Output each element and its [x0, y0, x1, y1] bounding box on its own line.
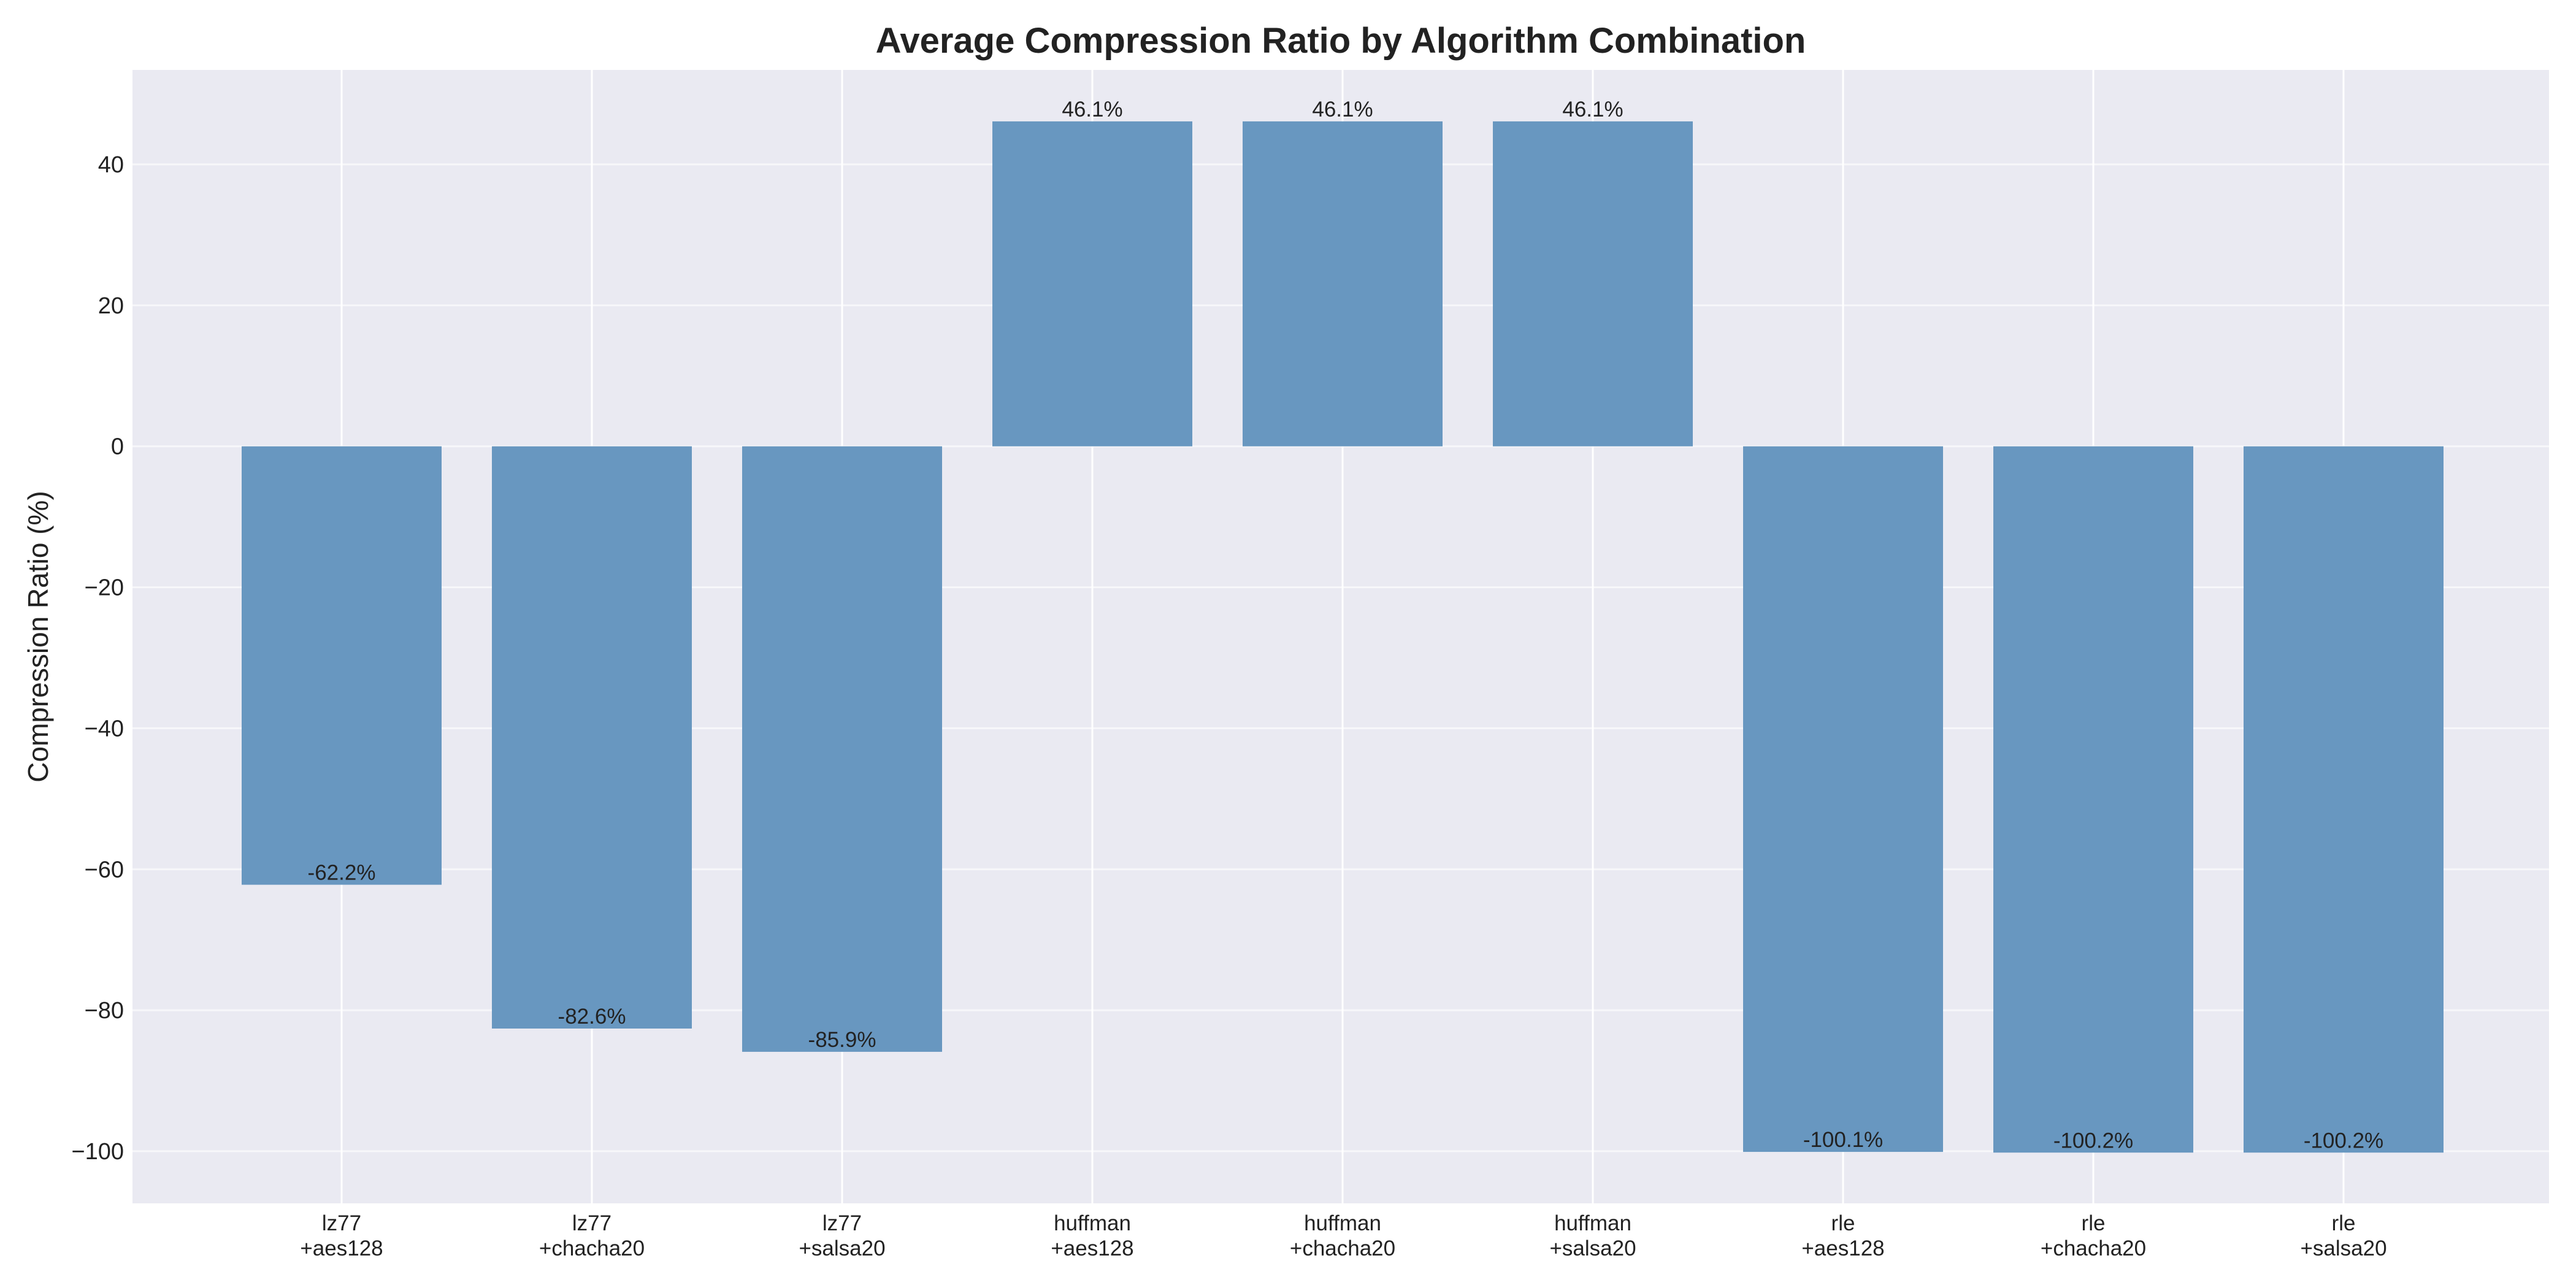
x-tick-label: huffman — [1554, 1211, 1631, 1235]
data-labels: -62.2% -82.6% -85.9% 46.1% 46.1% 46.1% -100.1%… — [308, 98, 2384, 1152]
bar — [742, 446, 942, 1052]
bar — [992, 121, 1192, 447]
data-label: -62.2% — [308, 861, 376, 885]
bar — [1493, 121, 1693, 447]
x-tick-label: +chacha20 — [1290, 1236, 1395, 1260]
y-axis-label: Compression Ratio (%) — [22, 491, 54, 782]
data-label: -100.2% — [2304, 1129, 2383, 1152]
data-label: 46.1% — [1062, 98, 1122, 121]
x-tick-label: lz77 — [572, 1211, 611, 1235]
data-label: -100.2% — [2053, 1129, 2133, 1152]
bar — [1993, 446, 2193, 1153]
chart-title: Average Compression Ratio by Algorithm C… — [876, 21, 1806, 61]
x-tick-label: +aes128 — [1801, 1236, 1884, 1260]
data-label: -85.9% — [808, 1028, 876, 1052]
bars — [242, 121, 2444, 1153]
data-label: 46.1% — [1562, 98, 1623, 121]
x-tick-label: lz77 — [322, 1211, 361, 1235]
x-tick-label: rle — [1831, 1211, 1855, 1235]
x-tick-label: huffman — [1304, 1211, 1381, 1235]
bar — [242, 446, 442, 885]
x-tick-label: +aes128 — [1051, 1236, 1133, 1260]
bar — [1743, 446, 1943, 1152]
x-tick-label: rle — [2082, 1211, 2106, 1235]
y-tick-label: −100 — [71, 1139, 124, 1165]
y-tick-label: −40 — [85, 716, 124, 742]
x-tick-label: +salsa20 — [2300, 1236, 2386, 1260]
y-tick-label: 0 — [111, 434, 124, 460]
bar — [2244, 446, 2444, 1153]
x-axis-ticks: lz77+aes128lz77+chacha20lz77+salsa20huff… — [300, 1211, 2386, 1260]
x-tick-label: +chacha20 — [539, 1236, 645, 1260]
x-tick-label: +aes128 — [300, 1236, 383, 1260]
x-tick-label: rle — [2332, 1211, 2356, 1235]
y-axis-ticks: 40 20 0 −20 −40 −60 −80 −100 — [71, 152, 124, 1165]
data-label: -100.1% — [1803, 1128, 1883, 1152]
x-tick-label: lz77 — [822, 1211, 862, 1235]
x-tick-label: +chacha20 — [2041, 1236, 2146, 1260]
y-tick-label: −60 — [85, 857, 124, 883]
y-tick-label: 20 — [98, 293, 124, 319]
x-tick-label: huffman — [1054, 1211, 1131, 1235]
data-label: -82.6% — [558, 1005, 626, 1029]
y-tick-label: −80 — [85, 998, 124, 1024]
x-tick-label: +salsa20 — [1549, 1236, 1636, 1260]
bar — [1243, 121, 1443, 447]
data-label: 46.1% — [1312, 98, 1373, 121]
bar — [492, 446, 692, 1029]
y-tick-label: 40 — [98, 152, 124, 178]
x-tick-label: +salsa20 — [799, 1236, 885, 1260]
y-tick-label: −20 — [85, 575, 124, 601]
